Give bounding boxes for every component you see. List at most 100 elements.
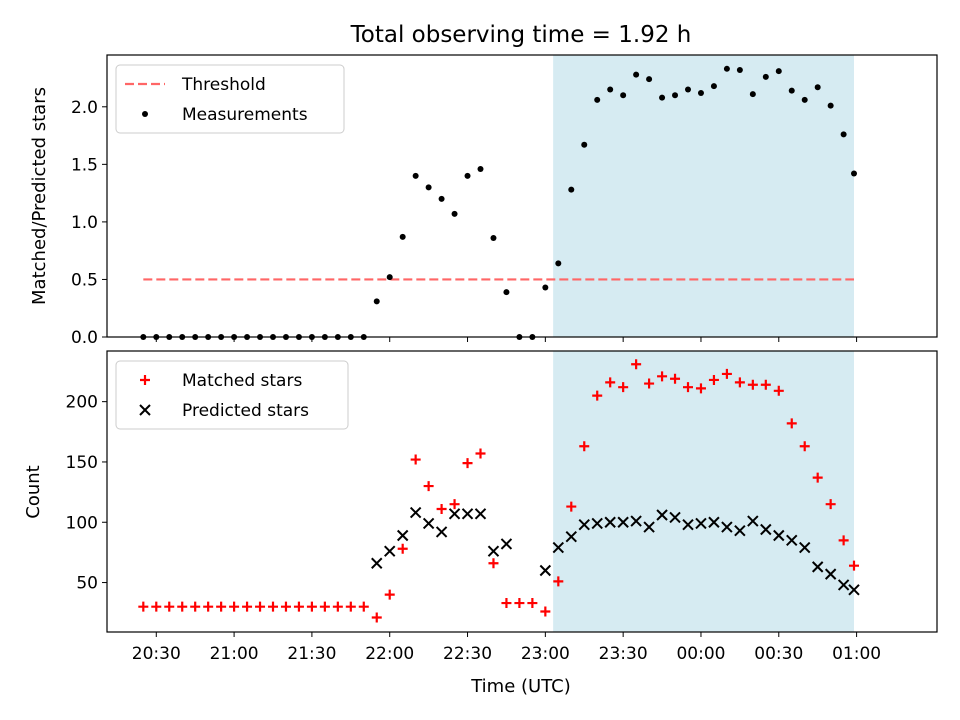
matched-star-point	[229, 601, 240, 612]
measurement-point	[827, 102, 834, 109]
measurement-point	[814, 84, 821, 91]
matched-star-point	[553, 576, 564, 587]
legend-predicted-swatch	[139, 404, 151, 416]
measurement-point	[646, 76, 653, 83]
measurement-point	[762, 73, 769, 80]
predicted-star-point	[435, 526, 448, 538]
measurement-point	[386, 274, 393, 281]
matched-star-point	[306, 601, 317, 612]
bottom-axes-frame	[106, 350, 938, 633]
matched-star-point	[514, 598, 525, 609]
predicted-star-point	[384, 545, 396, 557]
matched-star-point	[566, 501, 577, 512]
matched-star-point	[436, 503, 447, 514]
predicted-star-point	[591, 517, 603, 530]
measurement-point	[736, 66, 743, 73]
predicted-star-point	[422, 517, 435, 530]
matched-star-point	[151, 601, 162, 612]
predicted-star-point	[604, 516, 616, 528]
predicted-star-point	[371, 557, 383, 569]
predicted-star-point	[695, 517, 707, 530]
measurement-point	[633, 71, 640, 78]
legend-measurement-swatch	[142, 111, 148, 117]
measurement-point	[697, 89, 704, 96]
measurement-point	[581, 141, 588, 148]
matched-star-point	[242, 601, 253, 612]
matched-star-point	[280, 601, 291, 612]
bottom-ylabel: Count	[23, 465, 44, 518]
matched-star-point	[190, 601, 201, 612]
matched-star-point	[268, 601, 278, 612]
predicted-star-point	[708, 516, 720, 528]
measurement-point	[490, 235, 497, 242]
predicted-star-point	[811, 561, 824, 573]
x-axis-label: Time (UTC)	[470, 676, 571, 697]
matched-star-point	[592, 390, 603, 401]
measurement-point	[542, 284, 549, 291]
predicted-star-point	[837, 579, 850, 591]
predicted-star-point	[409, 506, 422, 519]
x-tick-label: 23:00	[521, 644, 570, 664]
predicted-star-point	[773, 529, 785, 542]
measurement-point	[425, 184, 432, 191]
matched-star-point	[540, 606, 551, 617]
measurement-point	[801, 96, 808, 103]
matched-star-point	[799, 441, 810, 452]
bottom-legend	[115, 360, 349, 430]
predicted-star-point	[617, 516, 629, 528]
measurement-point	[373, 298, 380, 305]
matched-star-point	[812, 472, 823, 483]
measurement-point	[477, 165, 484, 172]
matched-star-point	[825, 499, 836, 510]
matched-star-point	[449, 499, 460, 510]
bottom-observing-window	[553, 351, 854, 632]
count-panel: 20:30 21:00 21:30 22:00 22:30 23:00 23:30 00:00…	[66, 350, 938, 664]
predicted-star-point	[539, 564, 552, 577]
bottom-y-tick-label: 50	[76, 574, 98, 594]
matched-star-point	[644, 378, 655, 389]
matched-star-point	[371, 612, 382, 623]
measurement-point	[723, 65, 730, 72]
legend-label: Threshold	[181, 75, 266, 95]
matched-star-point	[760, 379, 771, 390]
measurement-point	[672, 92, 679, 99]
legend-matched-swatch	[140, 375, 150, 385]
predicted-star-point	[786, 534, 798, 547]
measurement-point	[451, 210, 458, 217]
predicted-star-point	[669, 511, 681, 524]
predicted-star-point	[630, 515, 642, 527]
legend-label: Measurements	[182, 105, 308, 125]
x-tick-label: 21:30	[287, 644, 336, 664]
measurement-point	[775, 68, 782, 75]
matched-star-point	[488, 558, 499, 569]
measurement-point	[749, 91, 756, 98]
measurement-point	[399, 233, 406, 240]
x-tick-label: 22:00	[365, 644, 414, 664]
matched-star-point	[345, 601, 356, 612]
x-tick-label: 00:30	[754, 644, 803, 664]
measurement-point	[464, 172, 471, 179]
matched-star-point	[721, 368, 732, 379]
matched-star-point	[734, 377, 745, 388]
predicted-star-point	[552, 541, 565, 554]
top-y-tick-label: 1.5	[71, 155, 98, 175]
predicted-star-point	[487, 545, 500, 557]
matched-star-point	[319, 601, 330, 612]
measurement-point	[503, 289, 510, 296]
matched-star-point	[618, 382, 629, 393]
matched-star-point	[683, 382, 693, 393]
ratio-panel: 0.0 0.5 1.0 1.5 2.0 Threshold Measurements	[71, 54, 938, 348]
measurement-point	[438, 195, 445, 202]
measurement-point	[851, 170, 857, 177]
x-tick-label: 22:30	[443, 644, 492, 664]
measurement-point	[568, 186, 575, 193]
measurement-point	[620, 92, 627, 99]
matched-star-point	[695, 383, 706, 394]
predicted-star-point	[747, 515, 759, 527]
matched-star-point	[475, 448, 486, 459]
predicted-star-point	[500, 538, 513, 550]
measurement-point	[659, 94, 666, 101]
predicted-star-point	[448, 508, 461, 520]
chart-title: Total observing time = 1.92 h	[350, 22, 692, 48]
